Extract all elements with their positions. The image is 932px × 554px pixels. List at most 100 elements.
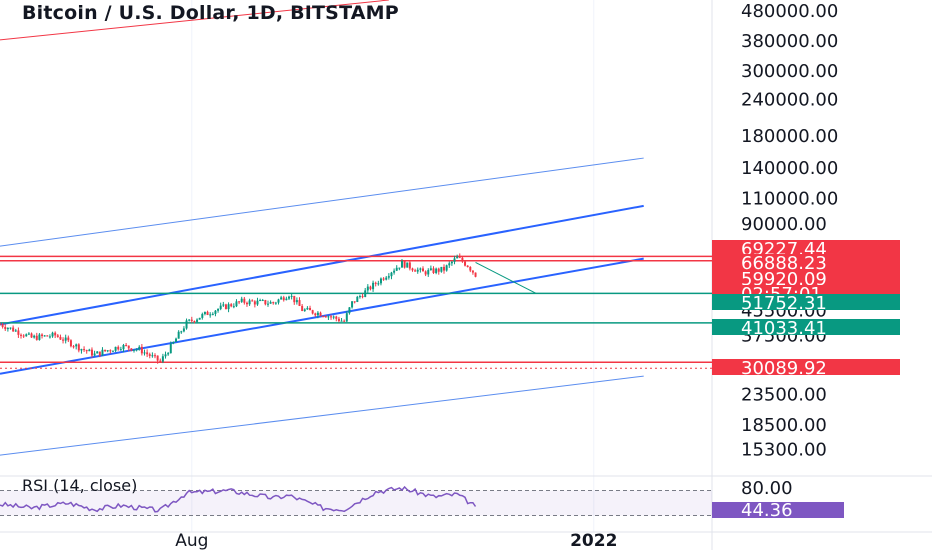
candle-body <box>119 349 122 351</box>
candle-body <box>282 297 285 301</box>
candle-body <box>456 256 459 259</box>
candle-body <box>67 337 70 341</box>
price-axis-tick: 15300.00 <box>741 439 827 460</box>
candle-body <box>98 351 101 356</box>
candle-body <box>83 349 86 351</box>
candle-body <box>261 300 264 302</box>
candle-body <box>156 355 159 361</box>
price-series <box>0 253 477 364</box>
candle-body <box>238 301 241 303</box>
candle-body <box>366 286 369 291</box>
rsi-pane <box>0 485 712 516</box>
candle-body <box>303 309 306 311</box>
candle-body <box>324 316 327 318</box>
candle-body <box>306 307 309 310</box>
candle-body <box>398 267 401 269</box>
candle-body <box>450 261 453 264</box>
candle-body <box>272 302 275 304</box>
candle-body <box>217 308 220 311</box>
trendlines <box>0 0 644 456</box>
price-label-box <box>712 254 900 270</box>
candle-body <box>316 312 319 316</box>
candle-body <box>56 335 59 337</box>
rsi-value-box <box>712 502 844 518</box>
price-axis-tick: 180000.00 <box>741 126 838 147</box>
candle-body <box>458 256 461 258</box>
candle-body <box>435 268 438 273</box>
candle-body <box>395 267 398 271</box>
candle-body <box>135 349 138 351</box>
candle-body <box>127 345 130 349</box>
candle-body <box>12 327 15 332</box>
candle-body <box>203 311 206 315</box>
price-axis[interactable]: 480000.00 380000.00 300000.00 240000.00 1800… <box>741 1 838 499</box>
candle-body <box>448 263 451 266</box>
price-axis-tick: 380000.00 <box>741 31 838 52</box>
candle-body <box>322 316 325 318</box>
candle-body <box>43 335 46 337</box>
candle-body <box>48 336 51 338</box>
candle-body <box>288 296 291 299</box>
candle-body <box>106 350 109 352</box>
candle-body <box>109 350 112 352</box>
candle-body <box>111 350 114 352</box>
candle-body <box>180 331 183 333</box>
candle-body <box>379 278 382 284</box>
candle-body <box>20 334 23 336</box>
candle-body <box>253 301 256 305</box>
candle-body <box>327 316 330 318</box>
price-label-text: 59920.09 <box>741 269 827 290</box>
price-label-box <box>712 270 900 286</box>
candle-body <box>348 307 351 314</box>
candle-body <box>319 312 322 317</box>
candle-body <box>298 300 301 306</box>
candle-body <box>248 300 251 305</box>
candle-body <box>30 333 33 338</box>
candle-body <box>309 307 312 311</box>
price-label-text: 66888.23 <box>741 253 827 274</box>
candle-body <box>293 295 296 303</box>
candle-body <box>224 304 227 310</box>
candle-body <box>280 297 283 300</box>
candle-body <box>143 352 146 354</box>
price-label-box <box>712 319 900 335</box>
candle-body <box>159 360 162 362</box>
candle-body <box>474 272 477 277</box>
candle-body <box>416 269 419 272</box>
candle-body <box>41 334 44 337</box>
candle-body <box>130 348 133 351</box>
candle-body <box>14 330 17 332</box>
candle-body <box>421 268 424 272</box>
candle-body <box>161 356 164 362</box>
candle-body <box>471 270 474 273</box>
candle-body <box>443 266 446 271</box>
candle-body <box>4 326 7 330</box>
candle-body <box>243 298 246 303</box>
price-axis-tick: 300000.00 <box>741 61 838 82</box>
candle-body <box>206 311 209 315</box>
time-axis-tick: 2022 <box>570 531 617 550</box>
candle-body <box>235 301 238 307</box>
candle-body <box>80 349 83 351</box>
price-axis-tick: 90000.00 <box>741 214 827 235</box>
candle-body <box>274 302 277 304</box>
time-axis[interactable]: Aug 2022 <box>175 531 617 551</box>
candle-body <box>330 316 333 318</box>
candle-body <box>222 304 225 306</box>
candle-body <box>358 296 361 298</box>
price-axis-tick: 240000.00 <box>741 89 838 110</box>
candle-body <box>1 324 4 327</box>
price-axis-tick: 18500.00 <box>741 415 827 436</box>
candle-body <box>175 338 178 342</box>
candle-body <box>201 314 204 318</box>
candle-body <box>146 352 149 355</box>
price-label-text: 41033.41 <box>741 318 827 339</box>
price-axis-tick: 110000.00 <box>741 188 838 209</box>
candle-body <box>164 354 167 357</box>
candle-body <box>193 320 196 322</box>
candle-body <box>335 316 338 319</box>
candle-body <box>269 302 272 304</box>
candle-body <box>390 272 393 277</box>
candle-body <box>6 328 9 330</box>
